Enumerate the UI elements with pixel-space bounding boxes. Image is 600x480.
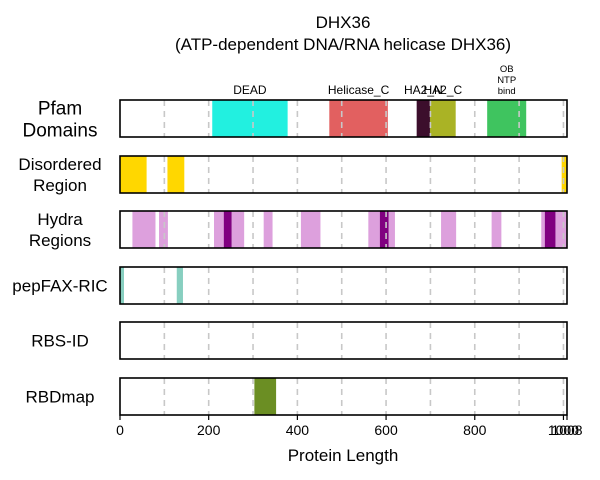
track-disordered: Disordered Region	[18, 155, 568, 195]
x-tick-label-1: 200	[197, 422, 221, 438]
segment-rbdmap-0	[254, 378, 277, 415]
segment-disordered-1	[167, 156, 185, 193]
chart-title-line-1: DHX36	[316, 13, 371, 32]
x-tick-label-4: 800	[463, 422, 487, 438]
domain-label-4-line-0: OB	[500, 64, 514, 75]
segment-hydra-3	[223, 211, 232, 248]
track-pepfax: pepFAX-RIC	[12, 266, 568, 305]
segment-pfam-0	[212, 100, 288, 137]
segment-hydra-4	[231, 211, 245, 248]
track-label-disordered-line-0: Disordered	[18, 155, 101, 174]
domain-label-4-line-1: NTP	[497, 75, 516, 86]
track-frame-disordered	[119, 155, 568, 194]
track-rbsid: RBS-ID	[31, 321, 568, 360]
track-rbdmap: RBDmap	[26, 377, 568, 416]
segment-hydra-14	[555, 211, 567, 248]
x-tick-label-2: 400	[286, 422, 310, 438]
segment-disordered-2	[561, 156, 567, 193]
segment-hydra-5	[263, 211, 273, 248]
segment-hydra-2	[214, 211, 224, 248]
x-tick-label-6: 1008	[551, 422, 582, 438]
track-frame-pfam	[119, 99, 568, 138]
segment-hydra-12	[541, 211, 545, 248]
segment-pfam-4	[487, 100, 527, 137]
track-label-pfam-line-1: Domains	[23, 121, 98, 142]
chart-title-line-2: (ATP-dependent DNA/RNA helicase DHX36)	[175, 35, 511, 54]
segment-pfam-3	[429, 100, 456, 137]
track-frame-rbsid	[119, 321, 568, 360]
segment-pepfax-1	[176, 267, 183, 304]
segment-pfam-1	[329, 100, 388, 137]
track-label-rbsid-line-0: RBS-ID	[31, 332, 89, 351]
segment-hydra-10	[441, 211, 457, 248]
track-frame-hydra	[119, 210, 568, 249]
track-label-pepfax-line-0: pepFAX-RIC	[12, 277, 107, 296]
track-frame-rbdmap	[119, 377, 568, 416]
segment-hydra-1	[159, 211, 168, 248]
segment-hydra-8	[379, 211, 389, 248]
track-hydra: Hydra Regions	[29, 210, 568, 250]
track-label-rbdmap-line-0: RBDmap	[26, 388, 95, 407]
track-frame-pepfax	[119, 266, 568, 305]
domain-label-0: DEAD	[233, 83, 267, 97]
x-tick-label-3: 600	[374, 422, 398, 438]
track-label-hydra-line-1: Regions	[29, 231, 91, 250]
x-axis-label: Protein Length	[288, 446, 399, 465]
x-tick-label-5: 1000	[548, 422, 579, 438]
segment-hydra-11	[491, 211, 502, 248]
segment-pepfax-0	[120, 267, 124, 304]
segment-hydra-9	[388, 211, 395, 248]
domain-label-4-line-2: bind	[498, 86, 516, 97]
domain-label-1: Helicase_C	[328, 83, 390, 97]
segment-disordered-0	[120, 156, 147, 193]
segment-hydra-7	[368, 211, 380, 248]
track-label-disordered-line-1: Region	[33, 176, 87, 195]
domain-label-2: HA2_N	[404, 83, 443, 97]
track-label-pfam-line-0: Pfam	[38, 99, 82, 120]
domain-label-3: HA2_C	[423, 83, 462, 97]
track-label-hydra-line-0: Hydra	[37, 210, 83, 229]
x-tick-label-0: 0	[116, 422, 124, 438]
segment-hydra-6	[300, 211, 321, 248]
segment-hydra-13	[544, 211, 556, 248]
segment-hydra-0	[132, 211, 156, 248]
segment-pfam-2	[416, 100, 430, 137]
